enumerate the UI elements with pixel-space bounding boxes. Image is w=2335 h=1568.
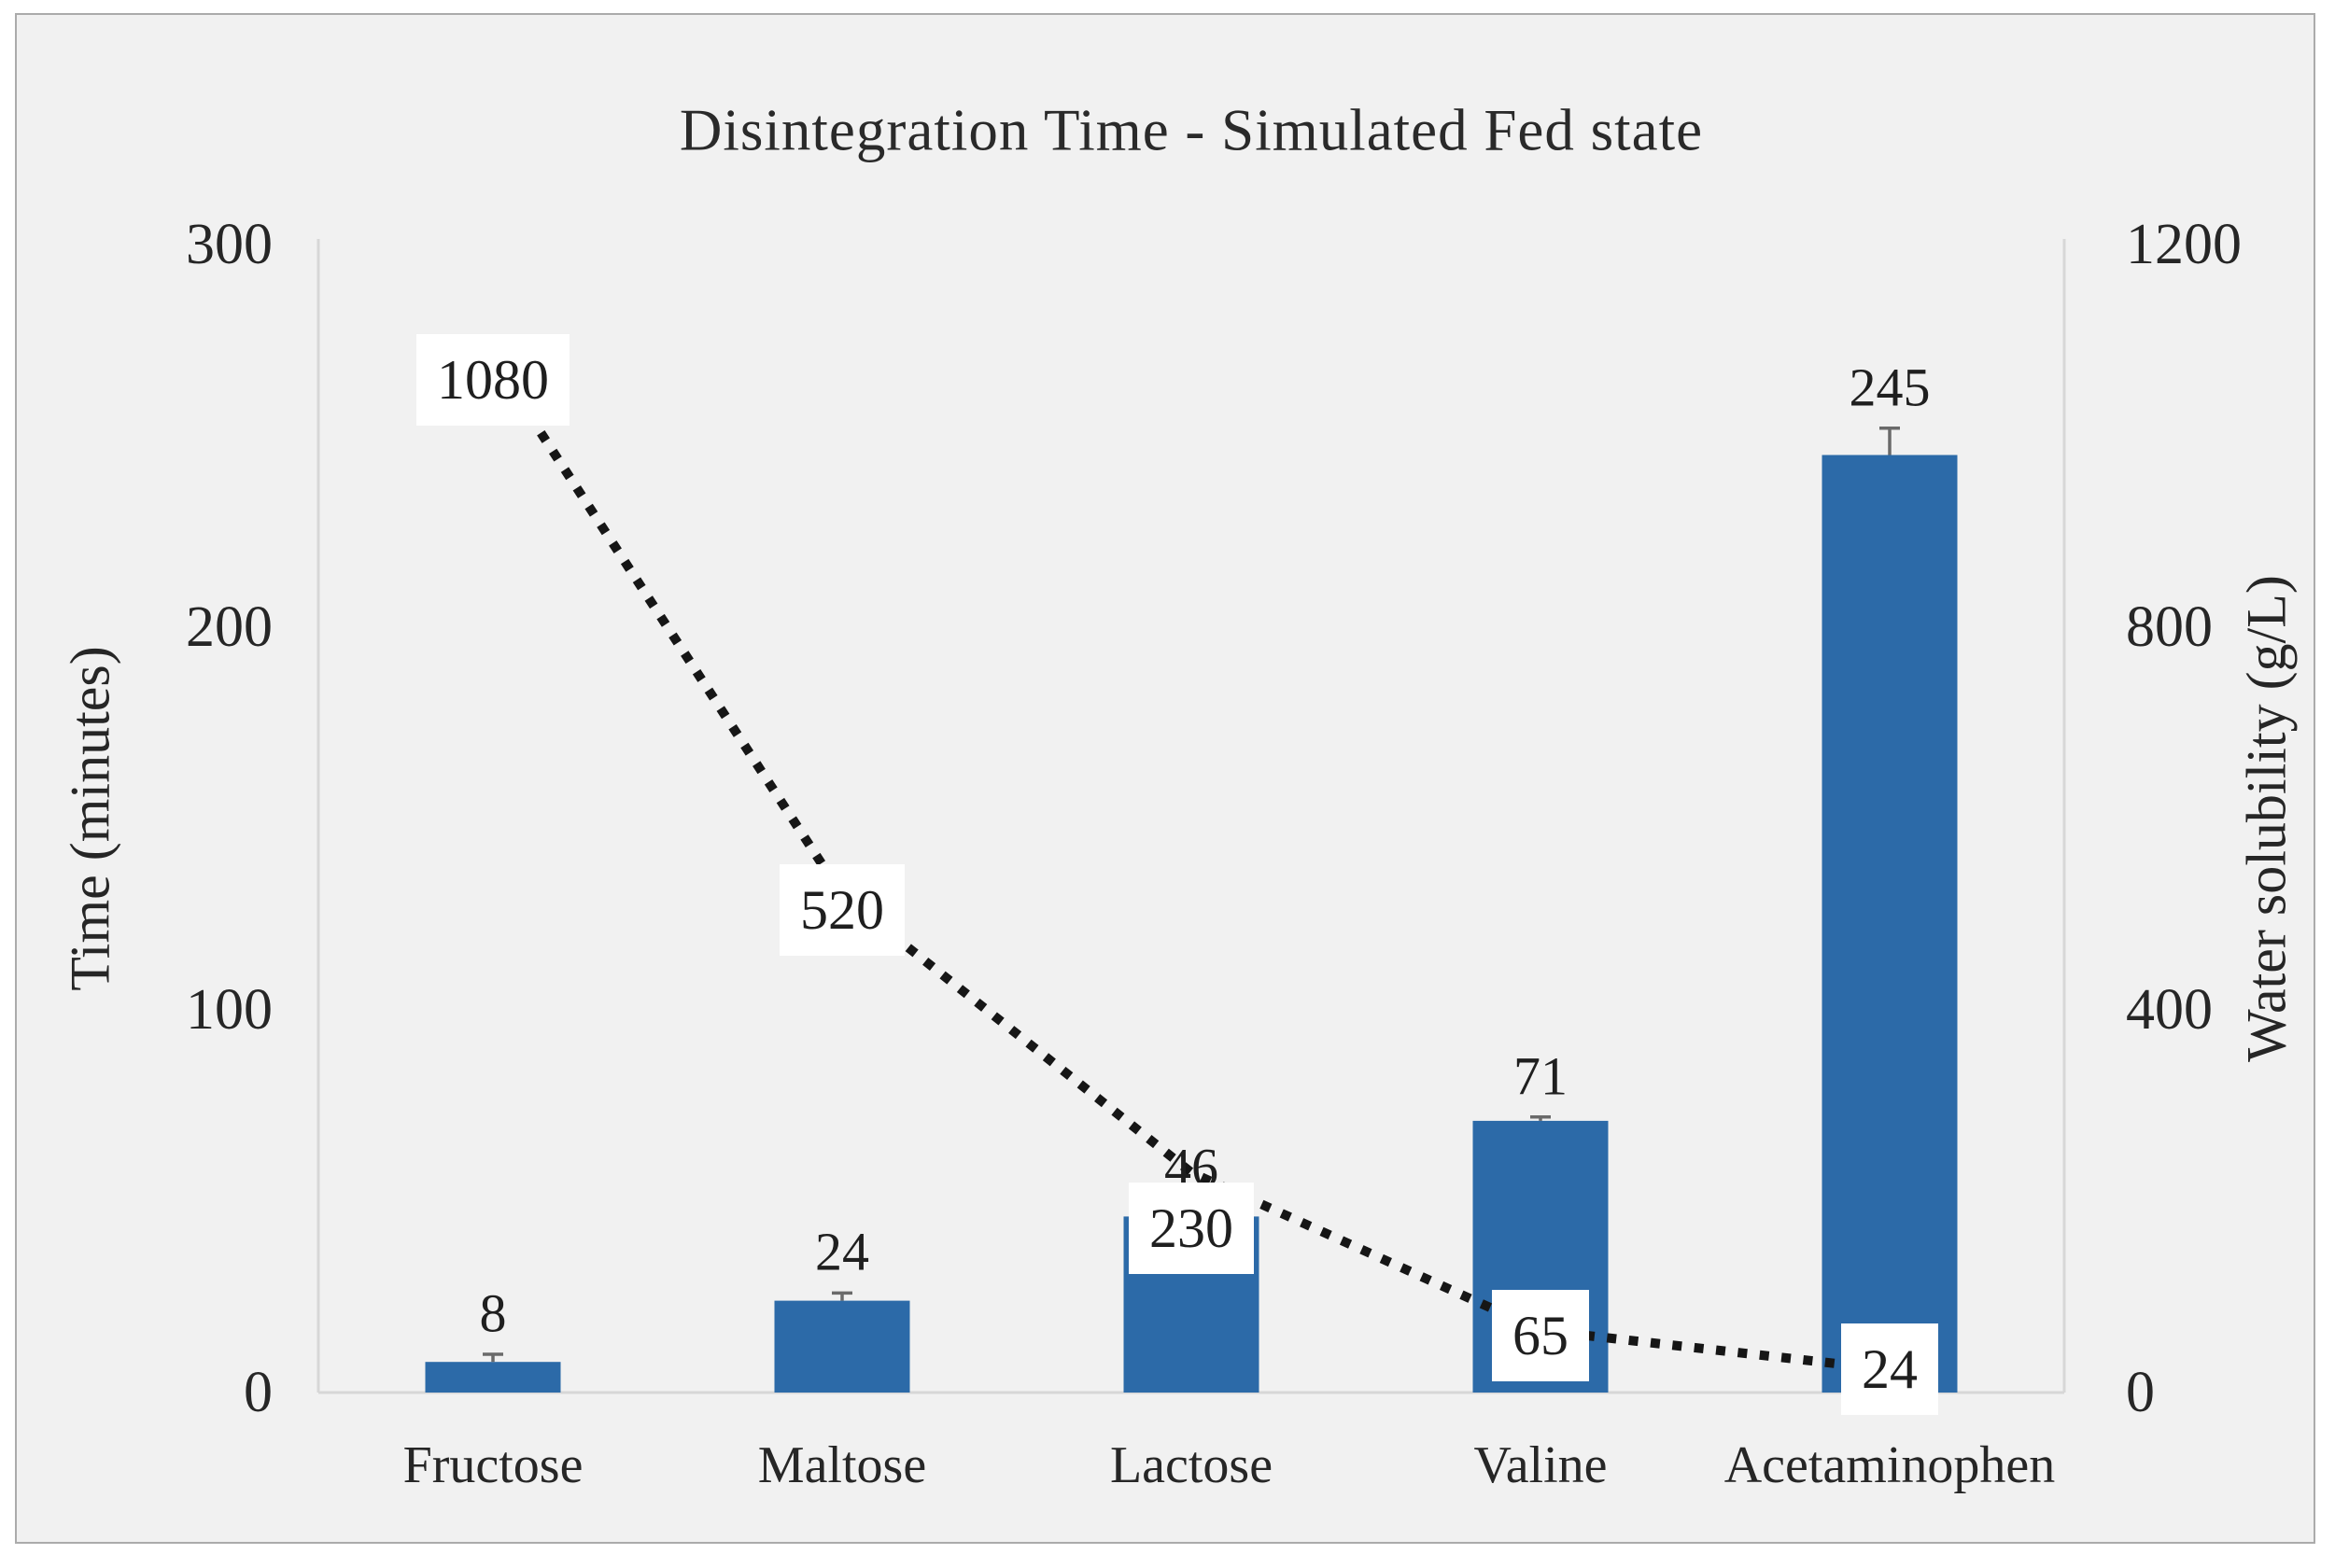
- right-tick-400: 400: [2126, 978, 2213, 1042]
- left-tick-300: 300: [186, 213, 273, 276]
- line-value-acetaminophen: 24: [1841, 1323, 1938, 1416]
- line-value-lactose: 230: [1129, 1183, 1254, 1275]
- bar-value-valine: 71: [1513, 1045, 1568, 1107]
- bar-value-maltose: 24: [815, 1221, 869, 1282]
- left-tick-200: 200: [186, 595, 273, 659]
- bar-maltose: [774, 1300, 910, 1393]
- solubility-dotted-line: [488, 357, 1891, 1375]
- category-label-fructose: Fructose: [402, 1436, 584, 1494]
- line-value-maltose: 520: [780, 864, 905, 956]
- right-tick-0: 0: [2126, 1361, 2155, 1424]
- bar-value-acetaminophen: 245: [1849, 357, 1931, 418]
- category-label-valine: Valine: [1473, 1436, 1608, 1494]
- chart-title: Disintegration Time - Simulated Fed stat…: [679, 97, 1704, 163]
- bar-fructose: [425, 1362, 561, 1393]
- left-tick-0: 0: [244, 1361, 273, 1424]
- line-value-fructose: 1080: [416, 334, 570, 426]
- right-tick-1200: 1200: [2126, 213, 2242, 276]
- bar-value-fructose: 8: [479, 1282, 507, 1344]
- right-tick-800: 800: [2126, 595, 2213, 659]
- category-label-maltose: Maltose: [757, 1436, 927, 1494]
- bar-acetaminophen: [1822, 455, 1958, 1393]
- category-label-acetaminophen: Acetaminophen: [1723, 1436, 2056, 1494]
- left-tick-100: 100: [186, 978, 273, 1042]
- category-label-lactose: Lactose: [1109, 1436, 1273, 1494]
- line-value-valine: 65: [1492, 1290, 1589, 1382]
